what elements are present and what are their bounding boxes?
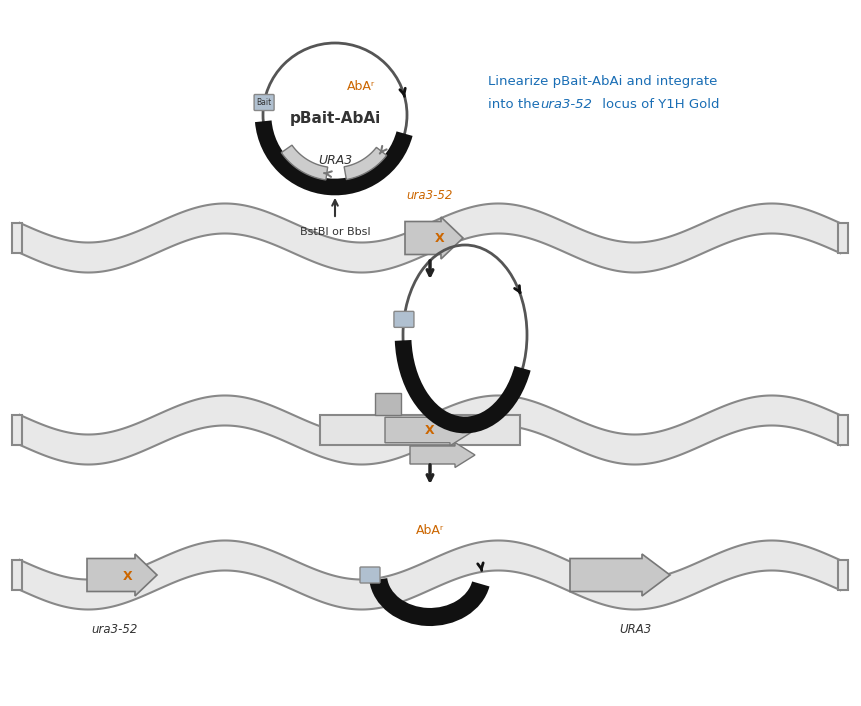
FancyArrow shape [410, 443, 475, 467]
Text: AbAʳ: AbAʳ [416, 524, 444, 537]
Polygon shape [282, 145, 328, 180]
FancyBboxPatch shape [254, 95, 274, 111]
FancyBboxPatch shape [360, 567, 380, 583]
Polygon shape [20, 395, 840, 465]
Text: ura3-52: ura3-52 [92, 623, 138, 636]
Text: X: X [435, 232, 445, 246]
Text: URA3: URA3 [619, 623, 651, 636]
FancyArrow shape [385, 414, 475, 445]
Bar [12, 223, 22, 253]
FancyArrow shape [405, 217, 463, 259]
Bar [838, 415, 848, 445]
Polygon shape [344, 148, 387, 179]
FancyArrow shape [570, 554, 670, 596]
Text: pBait-AbAi: pBait-AbAi [289, 111, 381, 126]
Bar [838, 223, 848, 253]
Text: ura3-52: ura3-52 [540, 99, 592, 112]
Polygon shape [20, 541, 840, 609]
Bar [320, 415, 520, 445]
Text: X: X [425, 424, 435, 438]
Text: into the: into the [488, 99, 544, 112]
FancyArrow shape [87, 554, 157, 596]
Text: Bait: Bait [257, 98, 272, 107]
Text: locus of Y1H Gold: locus of Y1H Gold [598, 99, 720, 112]
Text: AbAʳ: AbAʳ [347, 80, 375, 93]
Text: X: X [123, 570, 133, 582]
Bar [375, 393, 401, 415]
Text: BstBI or BbsI: BstBI or BbsI [300, 227, 370, 237]
Bar [838, 560, 848, 590]
Bar [12, 560, 22, 590]
Polygon shape [20, 203, 840, 273]
Text: ura3-52: ura3-52 [406, 189, 453, 202]
Text: URA3: URA3 [318, 153, 352, 167]
Bar [12, 415, 22, 445]
Text: Linearize pBait-AbAi and integrate: Linearize pBait-AbAi and integrate [488, 76, 717, 88]
FancyBboxPatch shape [394, 311, 414, 328]
